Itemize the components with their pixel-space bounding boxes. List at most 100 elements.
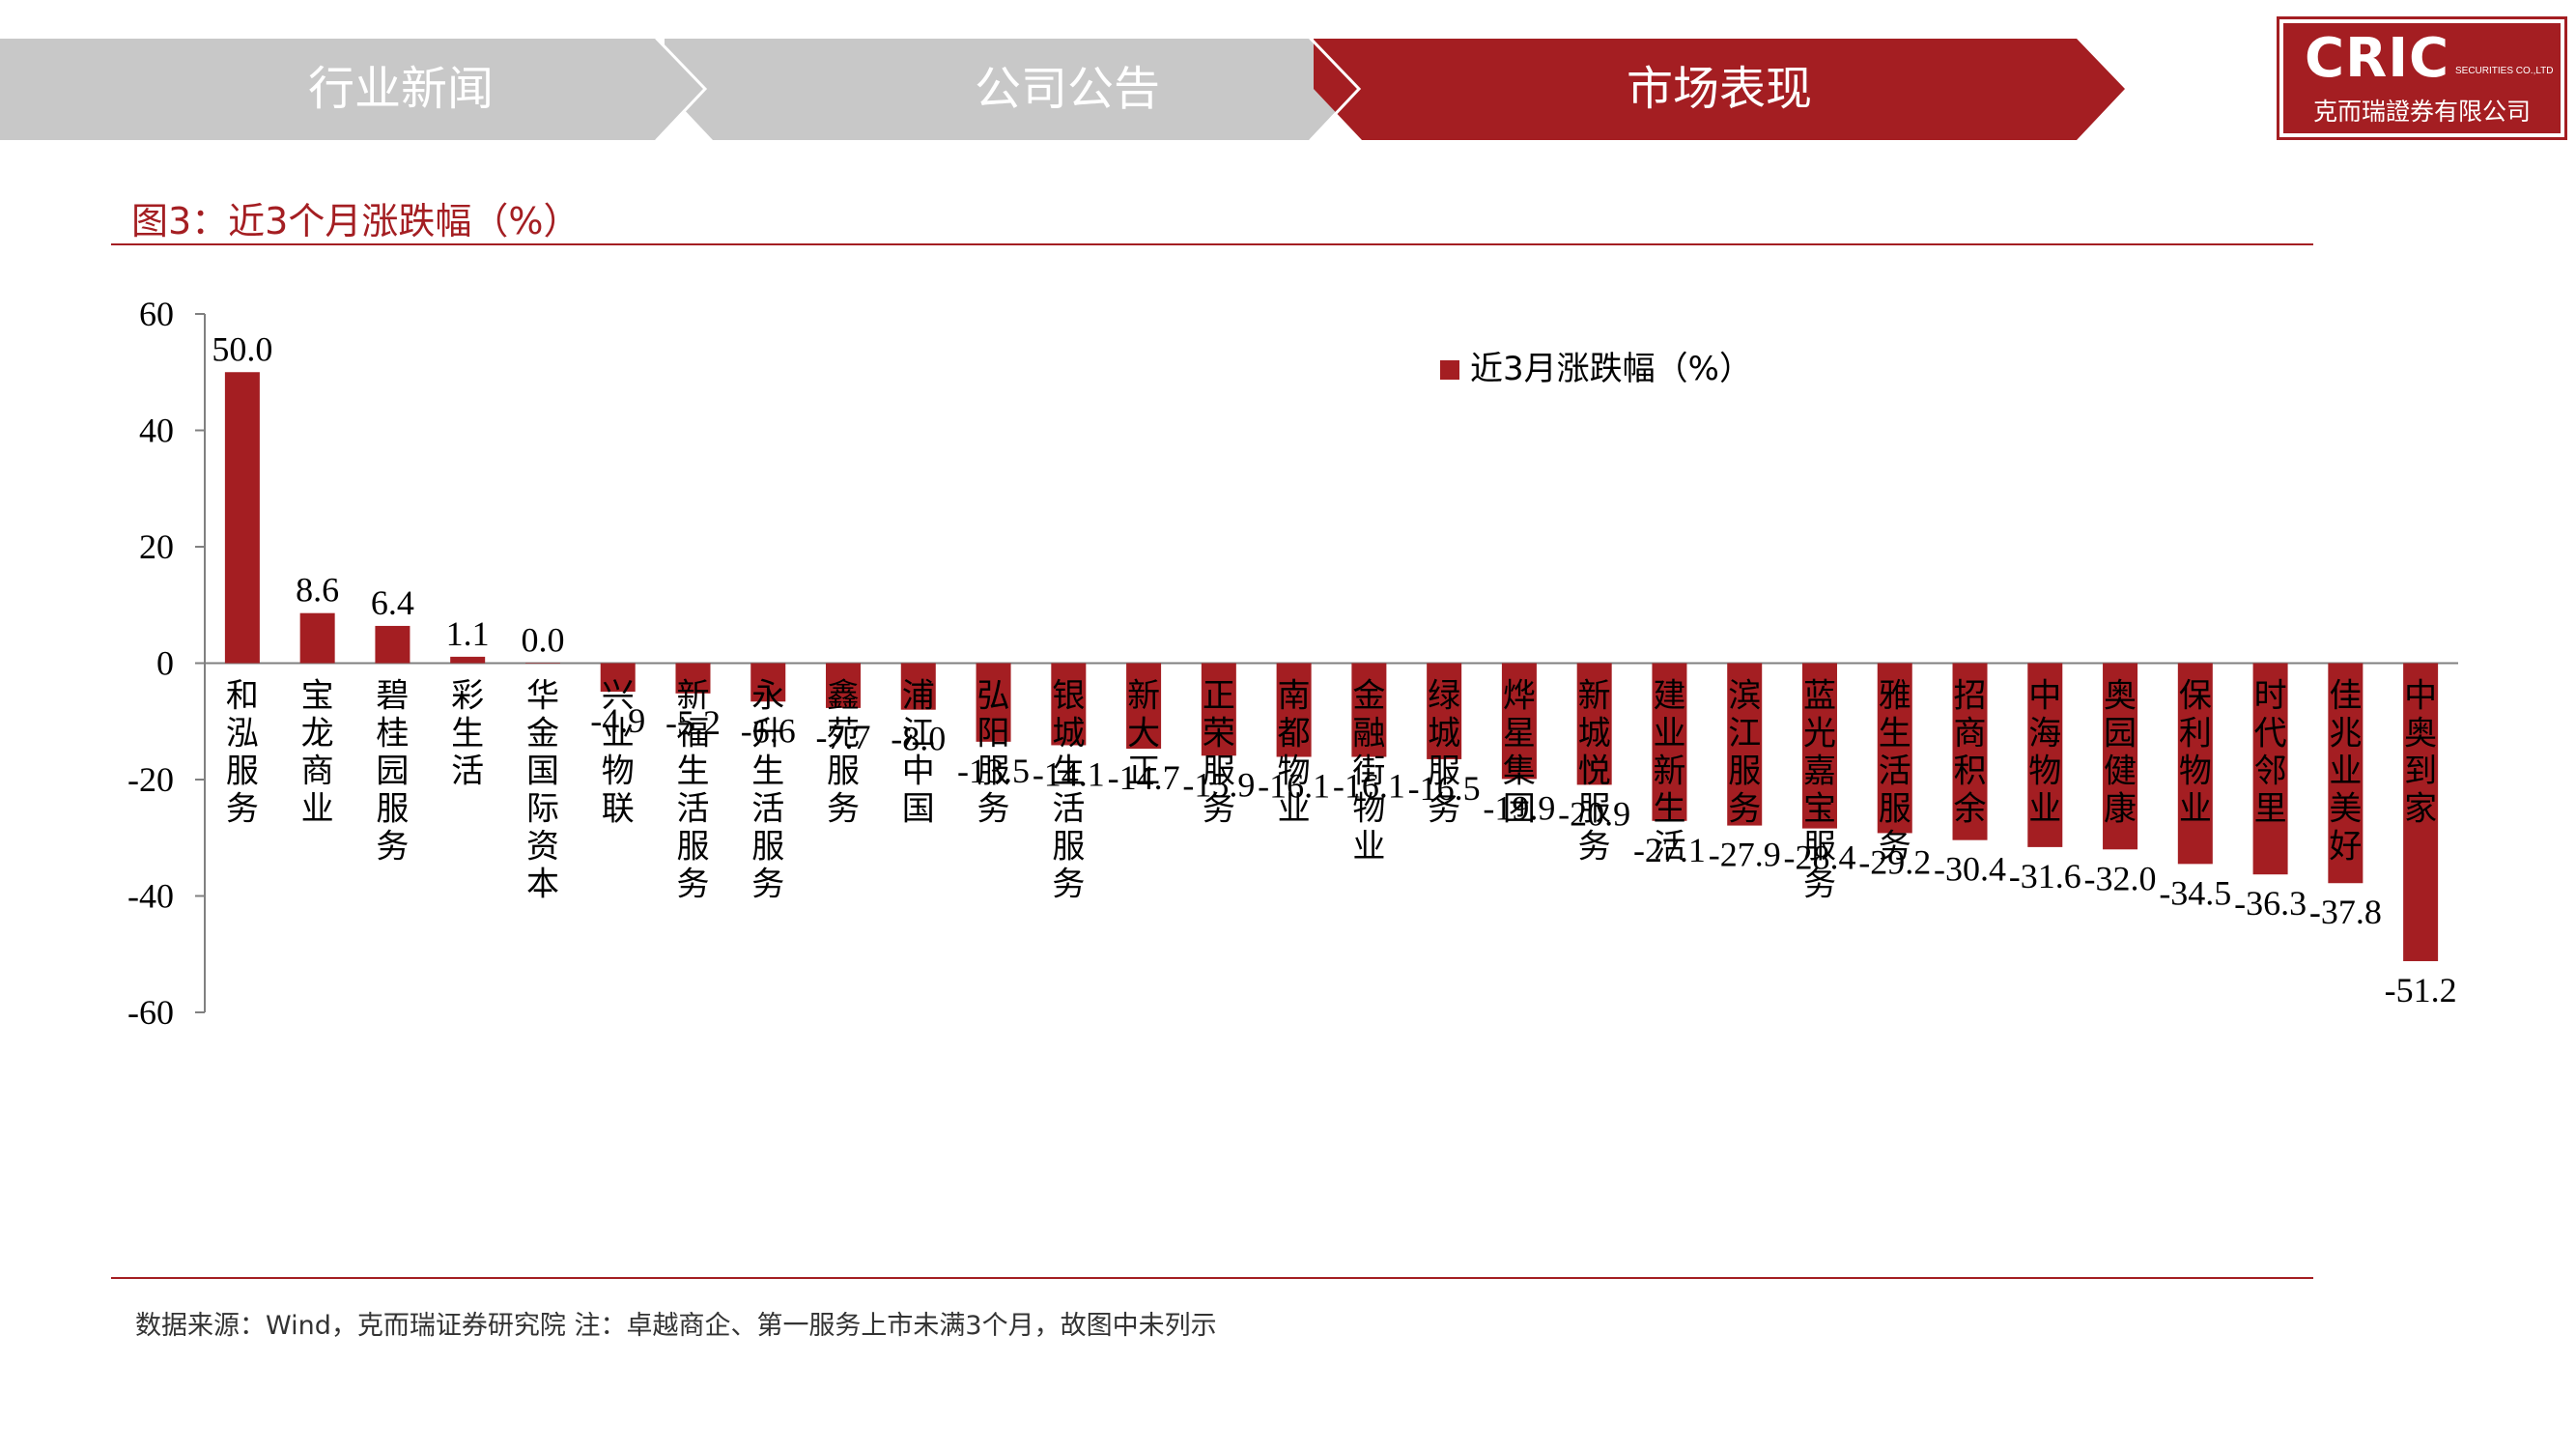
category-label: 金融街物业	[1352, 677, 1385, 867]
bar	[1652, 663, 1687, 821]
footer-rule	[111, 1277, 2313, 1279]
logo-subtext: SECURITIES CO.,LTD	[2455, 66, 2554, 76]
bar	[2027, 663, 2063, 847]
data-label: -4.9	[590, 701, 645, 740]
data-label: -14.1	[1033, 754, 1105, 793]
data-label: 1.1	[446, 614, 490, 653]
category-label: 华金国际资本	[526, 677, 559, 904]
legend-label: 近3月涨跌幅（%）	[1470, 350, 1752, 388]
bar	[2177, 663, 2213, 865]
category-label: 建业新生活	[1653, 677, 1685, 867]
category-label: 银城生活服务	[1052, 677, 1085, 904]
bar	[1276, 663, 1312, 757]
bar	[1576, 663, 1612, 785]
logo-company-name: 克而瑞證券有限公司	[2312, 98, 2531, 126]
category-label: 蓝光嘉宝服务	[1803, 677, 1836, 904]
bar-chart: 60 40 20 0 -20 -40 -60 50.0 和泓服务 8.6 宝龙商业 6.4 碧桂园服务 1…	[127, 295, 2458, 1032]
company-logo: CRIC SECURITIES CO.,LTD 克而瑞證券有限公司	[2277, 16, 2567, 140]
tab-company-announcements[interactable]	[665, 39, 1357, 140]
bar	[224, 372, 260, 664]
bar	[1727, 663, 1763, 826]
category-label: 保利物业	[2179, 677, 2212, 829]
bar	[900, 663, 936, 710]
data-label: 6.4	[371, 583, 414, 622]
data-label: -13.5	[957, 752, 1030, 790]
data-label: -37.8	[2309, 893, 2382, 931]
bar	[1126, 663, 1162, 750]
category-label: 时代邻里	[2254, 677, 2287, 829]
category-label: 烨星集团	[1503, 677, 1536, 829]
figure-title: 图3：近3个月涨跌幅（%）	[131, 200, 580, 242]
tab-industry-news[interactable]	[0, 39, 703, 140]
category-label: 新福生活服务	[676, 677, 709, 904]
data-label: -30.4	[1934, 850, 2006, 889]
data-label: 50.0	[212, 329, 272, 368]
bar	[750, 663, 786, 702]
data-label: 0.0	[521, 621, 564, 660]
data-label: -29.2	[1858, 842, 1931, 881]
y-tick-label: -40	[127, 877, 174, 916]
data-label: -20.9	[1558, 794, 1630, 833]
bar	[1952, 663, 1988, 840]
data-label: -5.2	[665, 703, 721, 742]
title-rule	[111, 243, 2313, 245]
tab-market-performance[interactable]	[1314, 39, 2125, 140]
tab-label: 行业新闻	[308, 62, 494, 116]
data-label: -31.6	[2009, 857, 2081, 895]
bar	[2328, 663, 2364, 884]
category-label: 和泓服务	[226, 677, 259, 829]
bar	[2252, 663, 2288, 875]
data-label: -51.2	[2385, 971, 2457, 1009]
data-label: -16.5	[1408, 769, 1481, 808]
data-label: -34.5	[2159, 873, 2231, 912]
bar	[600, 663, 636, 693]
data-label: -19.9	[1483, 788, 1555, 827]
category-label: 招商积余	[1954, 677, 1987, 829]
data-label: -7.7	[816, 718, 871, 756]
category-label: 彩生活	[451, 677, 484, 791]
y-tick-label: 40	[139, 412, 174, 450]
category-label: 永升生活服务	[751, 677, 784, 904]
category-label: 新大正	[1127, 677, 1160, 791]
nav-bar: 行业新闻 公司公告 市场表现	[0, 39, 2125, 140]
bar	[450, 656, 486, 664]
data-label: -36.3	[2234, 884, 2307, 923]
bar	[1801, 663, 1837, 829]
category-label: 兴业物联	[602, 677, 635, 829]
category-label: 中奥到家	[2404, 677, 2437, 829]
y-tick-label: -60	[127, 993, 174, 1032]
tab-divider	[655, 39, 708, 140]
data-label: -8.0	[891, 720, 946, 758]
bar	[2103, 663, 2138, 850]
data-label: -6.6	[741, 711, 796, 750]
tab-label: 公司公告	[975, 62, 1160, 116]
data-label: -28.4	[1783, 838, 1855, 877]
bar	[1877, 663, 1912, 834]
category-label: 弘阳服务	[977, 677, 1010, 829]
category-label: 南都物业	[1278, 677, 1311, 829]
bar	[1427, 663, 1462, 759]
data-label: -14.7	[1108, 758, 1180, 797]
bar	[299, 612, 335, 664]
bar	[675, 663, 711, 694]
category-label: 滨江服务	[1728, 677, 1761, 829]
category-label: 佳兆业美好	[2329, 677, 2362, 867]
tab-label: 市场表现	[1627, 62, 1812, 116]
bar	[1201, 663, 1236, 756]
y-tick-label: 60	[139, 295, 174, 333]
category-label: 碧桂园服务	[376, 677, 409, 867]
bar	[2403, 663, 2439, 961]
category-label: 浦江中国	[902, 677, 935, 829]
bar	[1351, 663, 1387, 757]
logo-panel: CRIC SECURITIES CO.,LTD 克而瑞證券有限公司	[2283, 23, 2561, 133]
data-label: -27.1	[1633, 831, 1706, 869]
y-tick-label: 0	[156, 644, 174, 683]
source-note: 数据来源：Wind，克而瑞证券研究院 注：卓越商企、第一服务上市未满3个月，故图…	[135, 1311, 1217, 1341]
category-label: 正荣服务	[1203, 677, 1235, 829]
data-label: -27.9	[1709, 836, 1781, 874]
bar	[1051, 663, 1087, 746]
logo-wordmark: CRIC	[2305, 27, 2450, 90]
data-label: -32.0	[2084, 859, 2157, 897]
data-label: -16.1	[1333, 767, 1405, 806]
y-tick-label: -20	[127, 760, 174, 799]
